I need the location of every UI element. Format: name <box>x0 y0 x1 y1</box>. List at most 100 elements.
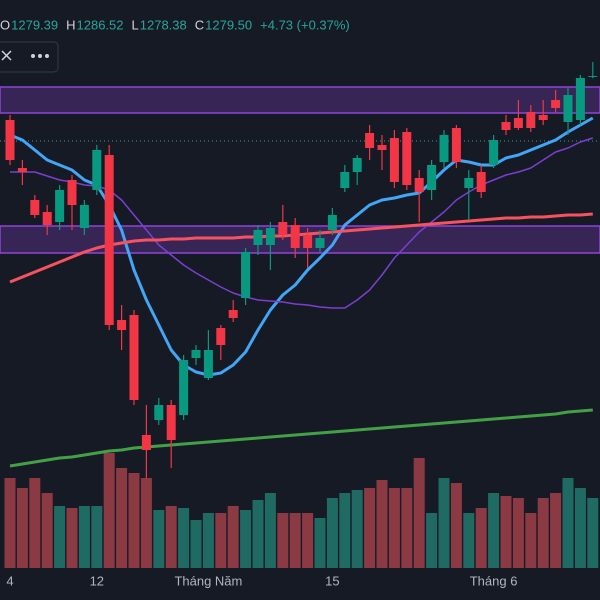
volume-bar <box>240 510 252 568</box>
candle-body <box>551 100 561 108</box>
moving-average <box>9 408 593 468</box>
volume-bar <box>190 520 202 568</box>
volume-bar <box>16 488 28 568</box>
candle-body <box>464 178 474 188</box>
candle-body <box>340 172 350 188</box>
x-tick-label: Tháng 6 <box>470 573 518 588</box>
volume-bar <box>351 490 363 568</box>
x-tick-label: 15 <box>325 573 339 588</box>
candle-body <box>451 128 461 162</box>
candle-body <box>79 205 89 228</box>
candle-body <box>241 252 251 298</box>
candle-body <box>117 320 127 330</box>
volume-bar <box>339 493 351 568</box>
volume-bar <box>438 478 450 568</box>
volume-bar <box>54 506 66 568</box>
more-button[interactable] <box>31 54 49 58</box>
candle-body <box>154 405 164 420</box>
volume-bar <box>574 488 586 568</box>
candle-body <box>42 212 52 225</box>
candle-body <box>141 435 151 450</box>
candle-body <box>104 155 114 325</box>
candle-body <box>92 150 102 190</box>
volume-bar <box>252 500 264 568</box>
volume-bar <box>537 498 549 568</box>
volume-bar <box>314 518 326 568</box>
volume-bar <box>4 478 16 568</box>
legend: O 1279.39 H 1286.52 L 1278.38 C 1279.50 +4.73 (+… <box>0 17 350 32</box>
candle-body <box>303 235 313 248</box>
volume-bar <box>500 496 512 568</box>
candle-body <box>265 228 275 245</box>
candle-body <box>327 215 337 230</box>
candle-body <box>352 158 362 172</box>
volume-bar <box>562 478 574 568</box>
volume-bar <box>178 508 190 568</box>
volume-bar <box>326 498 338 568</box>
volume-bar <box>587 498 599 568</box>
ohlc-label: C <box>195 17 204 32</box>
volume-bar <box>128 473 140 568</box>
volume-bar <box>215 513 227 568</box>
volume-bar <box>140 478 152 568</box>
candle-body <box>166 405 176 440</box>
volume-bar <box>401 488 413 568</box>
candle-body <box>228 310 238 318</box>
candle-body <box>377 145 387 150</box>
candle-body <box>526 112 536 128</box>
volume-bar <box>376 480 388 568</box>
volume-bar <box>450 483 462 568</box>
volume-bar <box>41 493 53 568</box>
change: +4.73 (+0.37%) <box>260 17 350 32</box>
volume-bar <box>488 493 500 568</box>
candle-body <box>55 190 65 222</box>
candle-body <box>5 120 15 160</box>
candle-body <box>216 328 226 345</box>
toolbar <box>0 41 59 73</box>
candle-body <box>278 222 288 235</box>
volume-bar <box>227 506 239 568</box>
volume-bar <box>289 513 301 568</box>
volume-bar <box>91 506 103 568</box>
volume-bar <box>103 453 115 568</box>
volume-bar <box>66 508 78 568</box>
volume-bar <box>525 513 537 568</box>
volume-bar <box>512 498 524 568</box>
ohlc-value: 1286.52 <box>77 17 124 32</box>
volume-bar <box>388 488 400 568</box>
candle-body <box>17 168 27 172</box>
volume-bar <box>277 513 289 568</box>
candle-body <box>179 360 189 415</box>
x-tick-label: 12 <box>90 573 104 588</box>
candle-body <box>575 78 585 120</box>
candle-body <box>253 230 263 245</box>
plot: 4 12 Tháng Năm 15 Tháng 6 <box>0 61 600 588</box>
candle-body <box>30 200 40 215</box>
volume-bar <box>463 513 475 568</box>
zone <box>0 86 600 114</box>
ohlc-value: 1279.50 <box>205 17 252 32</box>
ohlc-value: 1279.39 <box>11 17 58 32</box>
volume-bar <box>413 458 425 568</box>
volume-bar <box>475 508 487 568</box>
candle-body <box>191 350 201 358</box>
ohlc-label: O <box>0 17 10 32</box>
volume-bar <box>116 468 128 568</box>
candle-body <box>365 133 375 148</box>
candle-body <box>290 225 300 248</box>
x-tick-label: Tháng Năm <box>174 573 242 588</box>
candle-body <box>538 115 548 120</box>
candle-body <box>67 180 77 205</box>
volume-bar <box>153 510 165 568</box>
close-button[interactable] <box>1 50 12 61</box>
candle-body <box>402 132 412 185</box>
candle-body <box>476 172 486 192</box>
volume-bar <box>550 493 562 568</box>
candle-body <box>414 178 424 192</box>
ohlc-value: 1278.38 <box>140 17 187 32</box>
candle-body <box>489 140 499 165</box>
volume-bar <box>364 488 376 568</box>
candle-body <box>427 165 437 190</box>
